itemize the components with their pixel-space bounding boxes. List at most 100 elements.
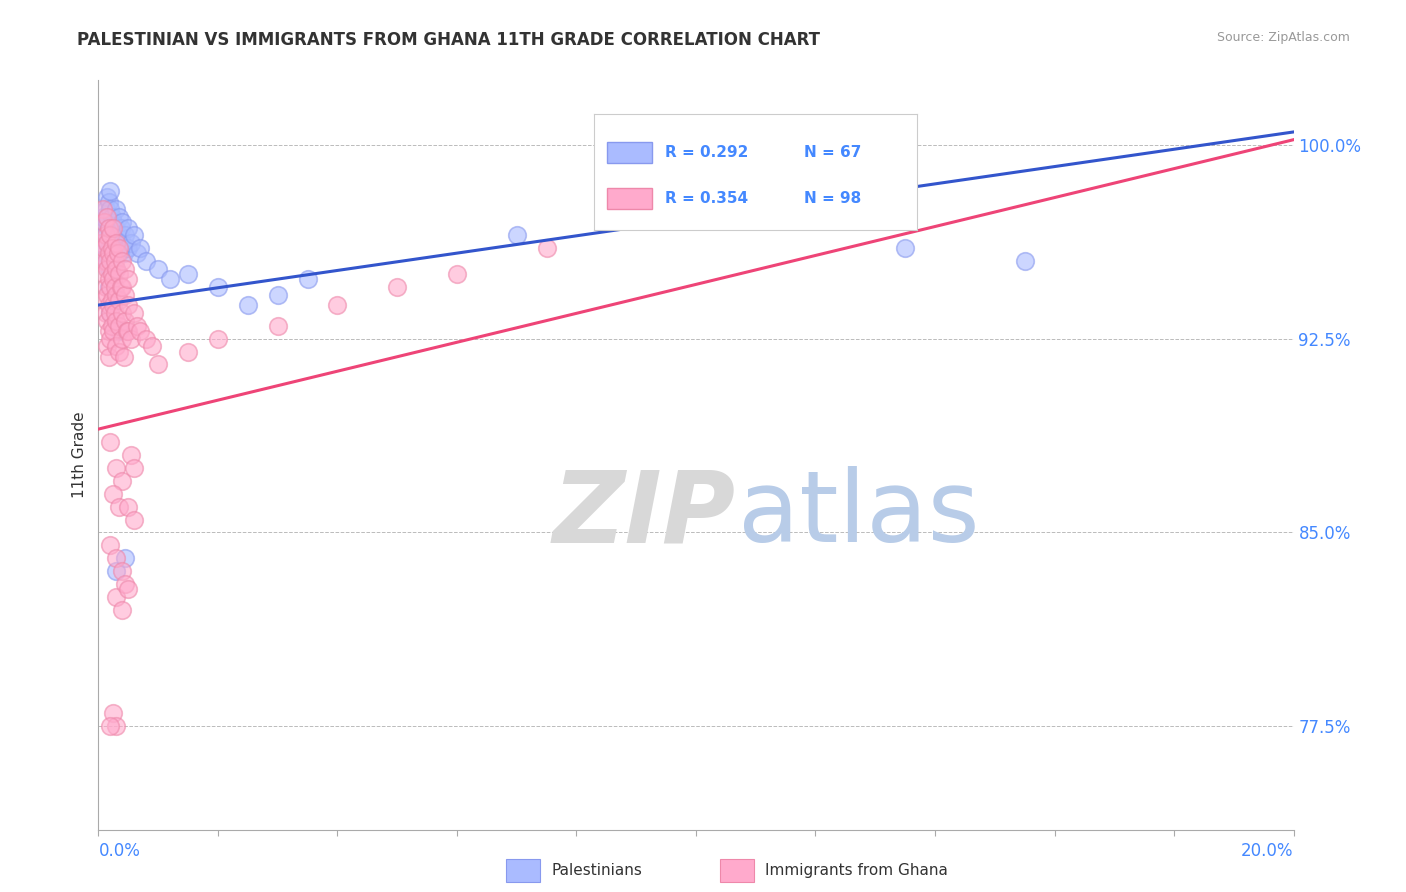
- Point: [104, 254, 127, 268]
- Point: [135, 332, 157, 346]
- Point: [93, 246, 115, 260]
- Point: [207, 332, 229, 346]
- Point: [96, 254, 118, 268]
- Point: [105, 339, 128, 353]
- Point: [114, 261, 136, 276]
- Text: Palestinians: Palestinians: [551, 863, 643, 878]
- Point: [115, 241, 138, 255]
- Point: [685, 189, 707, 203]
- Point: [108, 228, 131, 243]
- Point: [135, 254, 157, 268]
- Point: [94, 241, 117, 255]
- Point: [100, 267, 122, 281]
- Point: [103, 272, 125, 286]
- Point: [111, 280, 134, 294]
- Point: [108, 324, 131, 338]
- Point: [104, 241, 127, 255]
- Point: [100, 267, 122, 281]
- Point: [804, 151, 827, 165]
- Point: [111, 235, 134, 250]
- Point: [120, 448, 142, 462]
- Point: [105, 202, 128, 217]
- Point: [894, 241, 917, 255]
- Point: [110, 280, 132, 294]
- Point: [114, 287, 136, 301]
- Point: [111, 474, 134, 488]
- Point: [103, 220, 125, 235]
- Point: [93, 215, 115, 229]
- Point: [114, 313, 136, 327]
- Point: [326, 298, 349, 312]
- Text: atlas: atlas: [738, 467, 980, 564]
- Point: [105, 261, 128, 276]
- Point: [114, 228, 136, 243]
- Text: 20.0%: 20.0%: [1241, 842, 1294, 861]
- Point: [127, 246, 149, 260]
- Point: [94, 202, 117, 217]
- Point: [111, 564, 134, 578]
- Point: [98, 306, 122, 320]
- Text: PALESTINIAN VS IMMIGRANTS FROM GHANA 11TH GRADE CORRELATION CHART: PALESTINIAN VS IMMIGRANTS FROM GHANA 11T…: [77, 31, 820, 49]
- Point: [117, 298, 139, 312]
- Point: [112, 246, 135, 260]
- Point: [98, 194, 121, 209]
- Point: [98, 202, 122, 217]
- Point: [96, 235, 118, 250]
- Point: [120, 235, 142, 250]
- Point: [91, 202, 114, 217]
- Point: [98, 220, 121, 235]
- Point: [98, 280, 121, 294]
- Point: [98, 228, 122, 243]
- Point: [105, 564, 128, 578]
- Point: [100, 246, 122, 260]
- Point: [297, 272, 319, 286]
- Point: [103, 298, 125, 312]
- Point: [100, 228, 122, 243]
- Point: [107, 228, 129, 243]
- Point: [103, 272, 125, 286]
- Point: [96, 339, 118, 353]
- Point: [98, 254, 122, 268]
- Point: [104, 220, 127, 235]
- Point: [129, 241, 152, 255]
- Point: [94, 280, 117, 294]
- Point: [117, 582, 139, 597]
- Point: [98, 324, 121, 338]
- Point: [100, 318, 122, 333]
- Point: [96, 313, 118, 327]
- Point: [94, 254, 117, 268]
- Text: ZIP: ZIP: [553, 467, 735, 564]
- Point: [96, 215, 118, 229]
- Point: [96, 235, 118, 250]
- Point: [105, 719, 128, 733]
- Point: [100, 293, 122, 307]
- Point: [96, 211, 118, 225]
- Point: [103, 215, 125, 229]
- Point: [115, 324, 138, 338]
- Point: [108, 293, 131, 307]
- Point: [105, 220, 128, 235]
- Point: [506, 228, 529, 243]
- Point: [98, 306, 122, 320]
- Point: [110, 220, 132, 235]
- Text: Immigrants from Ghana: Immigrants from Ghana: [765, 863, 948, 878]
- Point: [112, 350, 135, 364]
- Point: [90, 220, 112, 235]
- Text: 0.0%: 0.0%: [98, 842, 141, 861]
- Point: [103, 486, 125, 500]
- Point: [105, 235, 128, 250]
- Point: [98, 350, 121, 364]
- Text: Source: ZipAtlas.com: Source: ZipAtlas.com: [1216, 31, 1350, 45]
- Point: [124, 228, 146, 243]
- Point: [98, 261, 121, 276]
- Point: [105, 460, 128, 475]
- Point: [148, 358, 170, 372]
- Point: [114, 551, 136, 566]
- Point: [267, 318, 290, 333]
- Point: [111, 215, 134, 229]
- Point: [103, 254, 125, 268]
- Point: [236, 298, 259, 312]
- Point: [117, 324, 139, 338]
- Point: [124, 460, 146, 475]
- Point: [98, 538, 122, 552]
